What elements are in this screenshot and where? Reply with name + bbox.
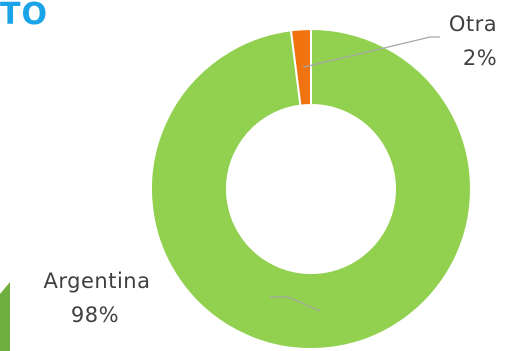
donut-slices [150,27,472,350]
page-title-fragment: TO [0,0,48,32]
data-label-value-argentina: 98% [71,303,119,327]
donut-slice-otra [289,27,312,107]
data-labels: Argentina 98% Otra 2% [44,12,497,327]
leader-line-otra [303,36,440,68]
data-label-value-otra: 2% [463,46,497,70]
leader-line-argentina [270,296,321,312]
decorative-shape [0,282,10,351]
data-label-category-argentina: Argentina [44,269,151,293]
leader-lines [270,36,440,312]
donut-slice-argentina [150,27,472,350]
data-label-category-otra: Otra [449,12,497,36]
